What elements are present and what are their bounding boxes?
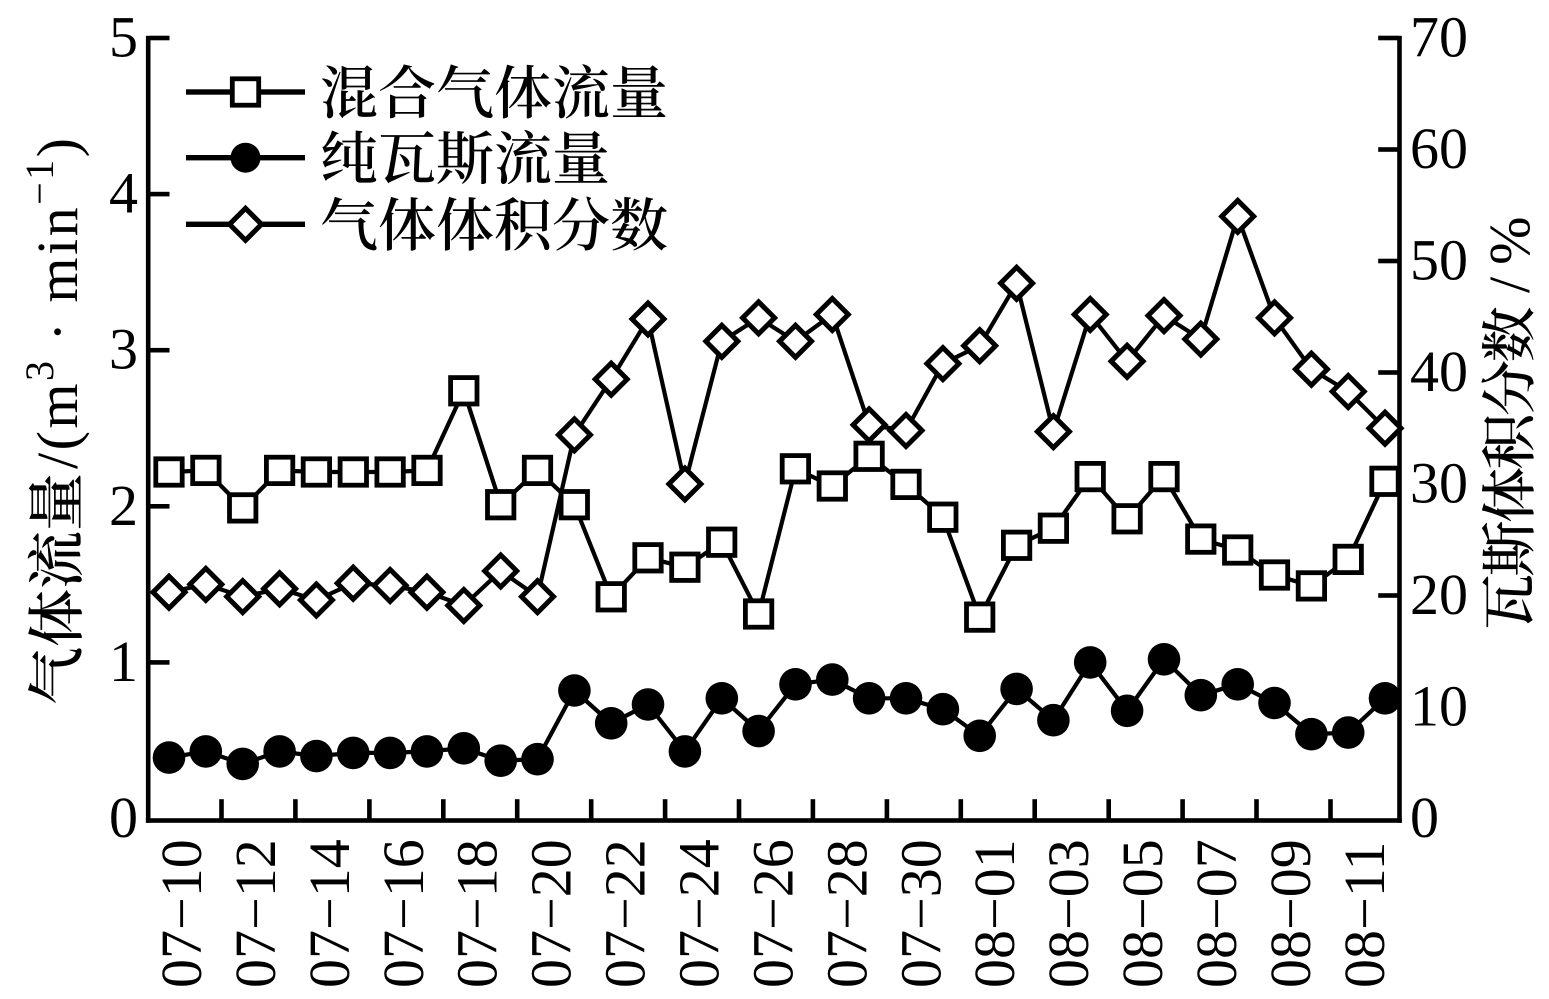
svg-text:50: 50	[1410, 228, 1468, 293]
svg-text:07−24: 07−24	[667, 839, 732, 988]
svg-text:1: 1	[109, 629, 138, 694]
svg-text:08−01: 08−01	[962, 839, 1027, 988]
svg-text:07−26: 07−26	[740, 839, 805, 988]
svg-text:08−03: 08−03	[1036, 839, 1101, 988]
svg-text:0: 0	[109, 785, 138, 850]
svg-text:30: 30	[1410, 451, 1468, 516]
svg-text:60: 60	[1410, 116, 1468, 181]
svg-text:07−20: 07−20	[519, 839, 584, 988]
svg-text:07−28: 07−28	[814, 839, 879, 988]
svg-text:08−05: 08−05	[1110, 839, 1175, 988]
svg-text:07−18: 07−18	[445, 839, 510, 988]
svg-text:2: 2	[109, 473, 138, 538]
svg-text:07−22: 07−22	[593, 839, 658, 988]
svg-text:10: 10	[1410, 674, 1468, 739]
svg-text:0: 0	[1410, 785, 1439, 850]
svg-text:70: 70	[1410, 5, 1468, 70]
svg-text:07−16: 07−16	[371, 839, 436, 988]
svg-text:08−11: 08−11	[1332, 841, 1397, 988]
svg-text:07−14: 07−14	[297, 839, 362, 988]
svg-text:/(m3 · min−1): /(m3 · min−1)	[17, 136, 90, 469]
svg-text:5: 5	[109, 5, 138, 70]
svg-text:/%: /%	[1477, 205, 1542, 293]
svg-text:07−12: 07−12	[223, 839, 288, 988]
svg-text:40: 40	[1410, 339, 1468, 404]
svg-text:07−30: 07−30	[888, 839, 953, 988]
svg-text:3: 3	[109, 317, 138, 382]
svg-text:20: 20	[1410, 562, 1468, 627]
svg-text:08−09: 08−09	[1258, 839, 1323, 988]
svg-text:4: 4	[109, 161, 138, 226]
svg-text:07−10: 07−10	[149, 839, 214, 988]
svg-text:08−07: 08−07	[1184, 839, 1249, 988]
